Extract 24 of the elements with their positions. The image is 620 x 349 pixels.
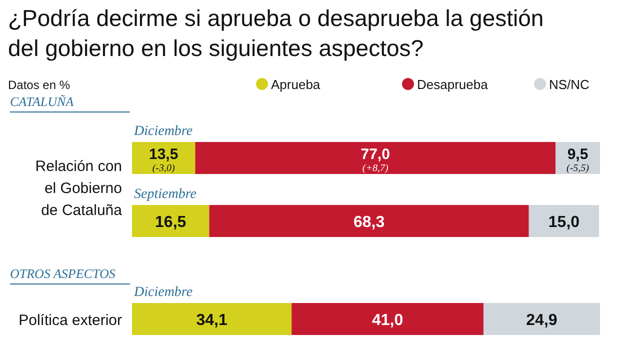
data-label: 34,1	[196, 312, 228, 329]
legend-label: Aprueba	[271, 77, 321, 92]
y-tick-label: Diciembre	[133, 124, 193, 139]
annotation: (+8,7)	[362, 163, 389, 174]
text: Política exterior	[18, 312, 122, 329]
data-label: 15,0	[548, 214, 580, 231]
legend-label: Desaprueba	[417, 77, 489, 92]
annotation: (-3,0)	[152, 163, 176, 174]
data-label: 13,5	[148, 146, 178, 163]
legend-label: NS/NC	[549, 77, 590, 92]
y-tick-label: Diciembre	[133, 285, 193, 300]
text: OTROS ASPECTOS	[10, 266, 116, 281]
text: CATALUÑA	[10, 94, 74, 109]
data-label: 77,0	[360, 146, 390, 163]
data-label: 16,5	[155, 214, 186, 231]
text: Relación con el Gobierno de Cataluña	[35, 158, 123, 219]
data-label: 68,3	[353, 214, 385, 231]
chart-title: ¿Podría decirme si aprueba o desaprueba la gestión del gobierno en los siguientes aspectos?	[8, 5, 544, 61]
data-label: 9,5	[567, 146, 588, 163]
data-label: 41,0	[372, 312, 404, 329]
annotation: (-5,5)	[566, 163, 590, 174]
y-tick-label: Septiembre	[134, 187, 196, 202]
data-label: 24,9	[526, 312, 558, 329]
text: Datos en %	[8, 78, 70, 92]
